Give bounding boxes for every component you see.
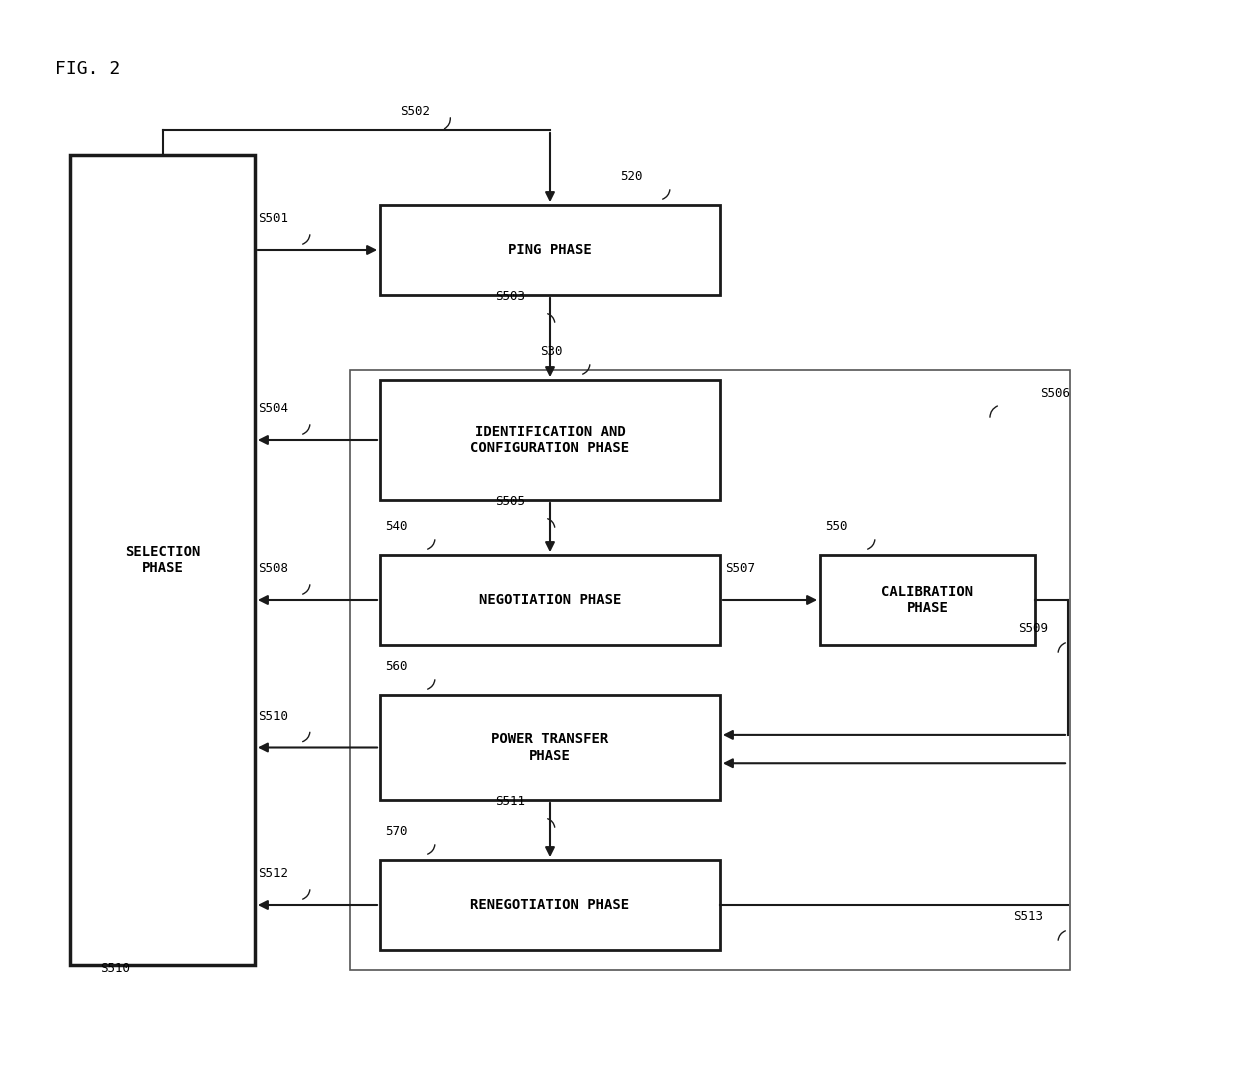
Text: S510: S510 xyxy=(100,962,130,975)
Text: CALIBRATION
PHASE: CALIBRATION PHASE xyxy=(882,585,973,615)
Text: S507: S507 xyxy=(725,562,755,575)
Bar xyxy=(379,695,720,800)
Text: 570: 570 xyxy=(384,825,408,838)
Bar xyxy=(379,379,720,500)
Bar xyxy=(379,205,720,295)
Text: S509: S509 xyxy=(1018,622,1048,635)
Text: S511: S511 xyxy=(495,795,525,808)
Text: PING PHASE: PING PHASE xyxy=(508,243,591,257)
Text: NEGOTIATION PHASE: NEGOTIATION PHASE xyxy=(479,593,621,607)
Bar xyxy=(69,155,255,965)
Text: S510: S510 xyxy=(258,710,288,723)
Text: S508: S508 xyxy=(258,562,288,575)
Text: S504: S504 xyxy=(258,402,288,415)
Text: IDENTIFICATION AND
CONFIGURATION PHASE: IDENTIFICATION AND CONFIGURATION PHASE xyxy=(470,424,630,455)
Text: S30: S30 xyxy=(539,345,563,358)
Text: 520: 520 xyxy=(620,170,642,183)
Text: S513: S513 xyxy=(1013,910,1043,923)
Text: FIG. 2: FIG. 2 xyxy=(55,60,120,78)
Text: RENEGOTIATION PHASE: RENEGOTIATION PHASE xyxy=(470,898,630,912)
Text: S501: S501 xyxy=(258,212,288,224)
Text: S512: S512 xyxy=(258,867,288,880)
Text: S506: S506 xyxy=(1040,387,1070,400)
Text: SELECTION
PHASE: SELECTION PHASE xyxy=(125,545,200,575)
Bar xyxy=(820,555,1035,645)
Text: 560: 560 xyxy=(384,660,408,673)
Bar xyxy=(379,555,720,645)
Bar xyxy=(379,859,720,950)
Text: POWER TRANSFER
PHASE: POWER TRANSFER PHASE xyxy=(491,732,609,762)
Text: 540: 540 xyxy=(384,520,408,533)
Text: S502: S502 xyxy=(401,105,430,118)
Bar xyxy=(350,370,1070,970)
Text: 550: 550 xyxy=(825,520,847,533)
Text: S505: S505 xyxy=(495,495,525,508)
Text: S503: S503 xyxy=(495,290,525,303)
